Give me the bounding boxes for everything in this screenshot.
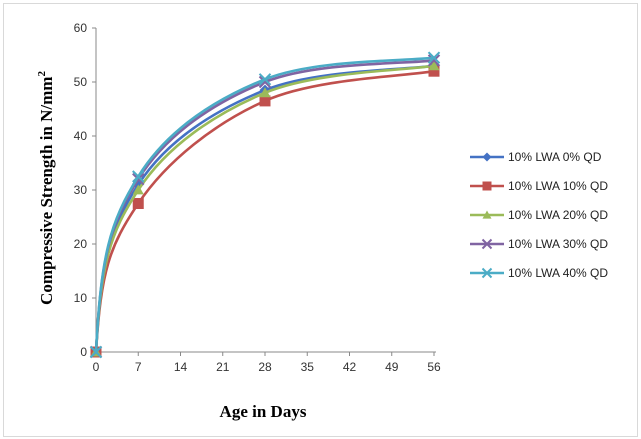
legend-item: 10% LWA 40% QD (470, 266, 608, 280)
data-point (427, 54, 441, 67)
legend-item: 10% LWA 10% QD (470, 179, 608, 193)
data-point (89, 345, 103, 359)
legend-label: 10% LWA 40% QD (508, 266, 608, 280)
data-point (428, 65, 440, 77)
x-tick-label: 56 (427, 360, 441, 374)
x-tick-label: 21 (216, 360, 230, 374)
legend-label: 10% LWA 30% QD (508, 237, 608, 251)
x-tick-label: 7 (135, 360, 142, 374)
data-point (259, 87, 271, 98)
data-point (258, 73, 272, 86)
x-tick-label: 49 (385, 360, 399, 374)
y-tick-label: 40 (74, 129, 88, 143)
series-line (94, 64, 435, 353)
y-axis-title-superscript: 2 (36, 71, 48, 77)
x-tick-label: 42 (343, 360, 357, 374)
y-axis-title-text: Compressive Strength in N/mm (37, 77, 56, 305)
x-tick-label: 0 (93, 360, 100, 374)
series-line (94, 69, 435, 353)
data-point (482, 152, 492, 162)
series-line (94, 64, 435, 353)
data-point (259, 95, 271, 107)
y-tick-label: 20 (74, 237, 88, 251)
x-axis-title: Age in Days (220, 402, 307, 421)
legend-item: 10% LWA 30% QD (470, 237, 608, 251)
series-4 (89, 51, 441, 359)
legend-label: 10% LWA 20% QD (508, 208, 608, 222)
y-tick-label: 60 (74, 21, 88, 35)
legend-item: 10% LWA 0% QD (470, 150, 602, 164)
data-point (427, 51, 441, 64)
x-tick-label: 14 (174, 360, 188, 374)
legend-item: 10% LWA 20% QD (470, 208, 608, 222)
y-tick-label: 0 (80, 345, 87, 359)
legend-label: 10% LWA 10% QD (508, 179, 608, 193)
data-point (482, 181, 492, 191)
x-tick-label: 35 (301, 360, 315, 374)
x-tick-label: 28 (258, 360, 272, 374)
data-point (132, 170, 145, 183)
y-tick-label: 30 (74, 183, 88, 197)
data-point (481, 267, 493, 279)
legend: 10% LWA 0% QD 10% LWA 10% QD 10% LWA 20% Q… (470, 150, 608, 280)
axes: 0 10 20 30 40 50 60 0 7 14 21 28 35 42 49 56 (74, 21, 441, 374)
data-point (132, 198, 144, 209)
plot-area (89, 51, 441, 359)
series-1 (90, 65, 440, 358)
data-point (132, 184, 144, 195)
data-point (481, 238, 493, 250)
legend-label: 10% LWA 0% QD (508, 150, 602, 164)
y-axis-title: Compressive Strength in N/mm2 (36, 71, 56, 305)
data-point (482, 210, 492, 219)
y-tick-label: 10 (74, 291, 88, 305)
data-point (428, 60, 440, 71)
series-line (94, 56, 435, 353)
y-tick-label: 50 (74, 75, 88, 89)
